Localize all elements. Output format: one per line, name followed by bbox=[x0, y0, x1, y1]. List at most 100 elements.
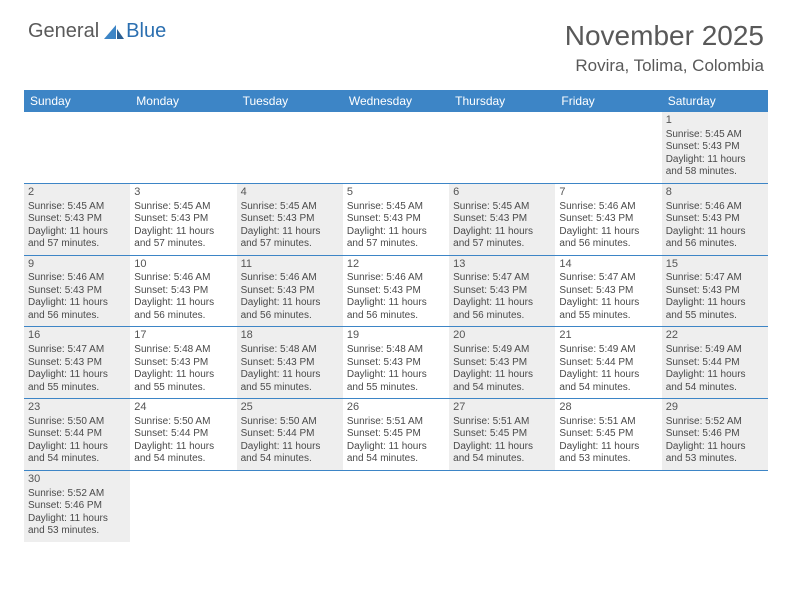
sunset-text: Sunset: 5:43 PM bbox=[347, 213, 445, 226]
daylight-text: Daylight: 11 hours and 56 minutes. bbox=[28, 297, 126, 322]
day-number: 12 bbox=[347, 258, 445, 272]
sunset-text: Sunset: 5:43 PM bbox=[28, 357, 126, 370]
daylight-text: Daylight: 11 hours and 55 minutes. bbox=[559, 297, 657, 322]
day-number: 15 bbox=[666, 258, 764, 272]
calendar-cell bbox=[662, 471, 768, 542]
daylight-text: Daylight: 11 hours and 55 minutes. bbox=[134, 369, 232, 394]
calendar-week: 16Sunrise: 5:47 AMSunset: 5:43 PMDayligh… bbox=[24, 327, 768, 399]
daylight-text: Daylight: 11 hours and 56 minutes. bbox=[666, 226, 764, 251]
sunset-text: Sunset: 5:44 PM bbox=[666, 357, 764, 370]
sunset-text: Sunset: 5:43 PM bbox=[134, 357, 232, 370]
sunset-text: Sunset: 5:45 PM bbox=[453, 428, 551, 441]
day-number: 14 bbox=[559, 258, 657, 272]
daylight-text: Daylight: 11 hours and 57 minutes. bbox=[241, 226, 339, 251]
day-header: Saturday bbox=[662, 90, 768, 112]
sunrise-text: Sunrise: 5:45 AM bbox=[666, 129, 764, 142]
daylight-text: Daylight: 11 hours and 55 minutes. bbox=[666, 297, 764, 322]
calendar-cell: 21Sunrise: 5:49 AMSunset: 5:44 PMDayligh… bbox=[555, 327, 661, 398]
day-number: 23 bbox=[28, 401, 126, 415]
sunset-text: Sunset: 5:43 PM bbox=[559, 285, 657, 298]
day-number: 22 bbox=[666, 329, 764, 343]
day-header: Monday bbox=[130, 90, 236, 112]
daylight-text: Daylight: 11 hours and 56 minutes. bbox=[241, 297, 339, 322]
sunrise-text: Sunrise: 5:50 AM bbox=[134, 416, 232, 429]
sunset-text: Sunset: 5:43 PM bbox=[666, 285, 764, 298]
calendar-week: 2Sunrise: 5:45 AMSunset: 5:43 PMDaylight… bbox=[24, 184, 768, 256]
sunrise-text: Sunrise: 5:51 AM bbox=[347, 416, 445, 429]
calendar-cell bbox=[130, 471, 236, 542]
day-number: 6 bbox=[453, 186, 551, 200]
title-block: November 2025 Rovira, Tolima, Colombia bbox=[565, 20, 764, 76]
day-number: 1 bbox=[666, 114, 764, 128]
daylight-text: Daylight: 11 hours and 55 minutes. bbox=[347, 369, 445, 394]
sunset-text: Sunset: 5:43 PM bbox=[347, 285, 445, 298]
sunrise-text: Sunrise: 5:46 AM bbox=[347, 272, 445, 285]
day-number: 28 bbox=[559, 401, 657, 415]
calendar-cell bbox=[343, 471, 449, 542]
daylight-text: Daylight: 11 hours and 54 minutes. bbox=[453, 369, 551, 394]
day-number: 24 bbox=[134, 401, 232, 415]
day-number: 4 bbox=[241, 186, 339, 200]
daylight-text: Daylight: 11 hours and 53 minutes. bbox=[666, 441, 764, 466]
day-number: 7 bbox=[559, 186, 657, 200]
sunrise-text: Sunrise: 5:49 AM bbox=[559, 344, 657, 357]
logo-text-general: General bbox=[28, 20, 99, 43]
sunset-text: Sunset: 5:43 PM bbox=[241, 213, 339, 226]
daylight-text: Daylight: 11 hours and 53 minutes. bbox=[28, 513, 126, 538]
calendar-cell: 20Sunrise: 5:49 AMSunset: 5:43 PMDayligh… bbox=[449, 327, 555, 398]
sunset-text: Sunset: 5:43 PM bbox=[241, 285, 339, 298]
logo-text-blue: Blue bbox=[126, 20, 166, 43]
daylight-text: Daylight: 11 hours and 54 minutes. bbox=[134, 441, 232, 466]
calendar-cell: 22Sunrise: 5:49 AMSunset: 5:44 PMDayligh… bbox=[662, 327, 768, 398]
calendar-cell: 23Sunrise: 5:50 AMSunset: 5:44 PMDayligh… bbox=[24, 399, 130, 470]
day-number: 19 bbox=[347, 329, 445, 343]
daylight-text: Daylight: 11 hours and 55 minutes. bbox=[28, 369, 126, 394]
sunset-text: Sunset: 5:44 PM bbox=[559, 357, 657, 370]
daylight-text: Daylight: 11 hours and 56 minutes. bbox=[559, 226, 657, 251]
daylight-text: Daylight: 11 hours and 54 minutes. bbox=[347, 441, 445, 466]
calendar-cell: 4Sunrise: 5:45 AMSunset: 5:43 PMDaylight… bbox=[237, 184, 343, 255]
calendar-cell: 3Sunrise: 5:45 AMSunset: 5:43 PMDaylight… bbox=[130, 184, 236, 255]
sunrise-text: Sunrise: 5:45 AM bbox=[241, 201, 339, 214]
calendar-cell: 8Sunrise: 5:46 AMSunset: 5:43 PMDaylight… bbox=[662, 184, 768, 255]
sunrise-text: Sunrise: 5:46 AM bbox=[241, 272, 339, 285]
month-title: November 2025 bbox=[565, 20, 764, 52]
calendar-cell: 2Sunrise: 5:45 AMSunset: 5:43 PMDaylight… bbox=[24, 184, 130, 255]
calendar-cell bbox=[343, 112, 449, 183]
day-number: 16 bbox=[28, 329, 126, 343]
sunrise-text: Sunrise: 5:50 AM bbox=[241, 416, 339, 429]
daylight-text: Daylight: 11 hours and 57 minutes. bbox=[347, 226, 445, 251]
calendar-week: 9Sunrise: 5:46 AMSunset: 5:43 PMDaylight… bbox=[24, 256, 768, 328]
sunset-text: Sunset: 5:46 PM bbox=[666, 428, 764, 441]
sunrise-text: Sunrise: 5:46 AM bbox=[134, 272, 232, 285]
sunrise-text: Sunrise: 5:49 AM bbox=[453, 344, 551, 357]
calendar-week: 1Sunrise: 5:45 AMSunset: 5:43 PMDaylight… bbox=[24, 112, 768, 184]
sunrise-text: Sunrise: 5:52 AM bbox=[28, 488, 126, 501]
sunset-text: Sunset: 5:43 PM bbox=[134, 213, 232, 226]
day-number: 2 bbox=[28, 186, 126, 200]
daylight-text: Daylight: 11 hours and 57 minutes. bbox=[134, 226, 232, 251]
calendar-cell: 1Sunrise: 5:45 AMSunset: 5:43 PMDaylight… bbox=[662, 112, 768, 183]
day-header: Tuesday bbox=[237, 90, 343, 112]
sunset-text: Sunset: 5:44 PM bbox=[134, 428, 232, 441]
day-number: 18 bbox=[241, 329, 339, 343]
day-number: 25 bbox=[241, 401, 339, 415]
sunset-text: Sunset: 5:44 PM bbox=[28, 428, 126, 441]
day-number: 3 bbox=[134, 186, 232, 200]
sunrise-text: Sunrise: 5:47 AM bbox=[453, 272, 551, 285]
daylight-text: Daylight: 11 hours and 57 minutes. bbox=[28, 226, 126, 251]
sunrise-text: Sunrise: 5:47 AM bbox=[28, 344, 126, 357]
page-header: General Blue November 2025 Rovira, Tolim… bbox=[0, 0, 792, 84]
day-number: 21 bbox=[559, 329, 657, 343]
daylight-text: Daylight: 11 hours and 55 minutes. bbox=[241, 369, 339, 394]
sunrise-text: Sunrise: 5:48 AM bbox=[347, 344, 445, 357]
sunset-text: Sunset: 5:43 PM bbox=[134, 285, 232, 298]
calendar-cell: 10Sunrise: 5:46 AMSunset: 5:43 PMDayligh… bbox=[130, 256, 236, 327]
daylight-text: Daylight: 11 hours and 56 minutes. bbox=[134, 297, 232, 322]
sunset-text: Sunset: 5:43 PM bbox=[559, 213, 657, 226]
calendar-cell: 26Sunrise: 5:51 AMSunset: 5:45 PMDayligh… bbox=[343, 399, 449, 470]
calendar-cell: 7Sunrise: 5:46 AMSunset: 5:43 PMDaylight… bbox=[555, 184, 661, 255]
sunrise-text: Sunrise: 5:51 AM bbox=[559, 416, 657, 429]
calendar-cell bbox=[449, 112, 555, 183]
calendar-cell: 12Sunrise: 5:46 AMSunset: 5:43 PMDayligh… bbox=[343, 256, 449, 327]
